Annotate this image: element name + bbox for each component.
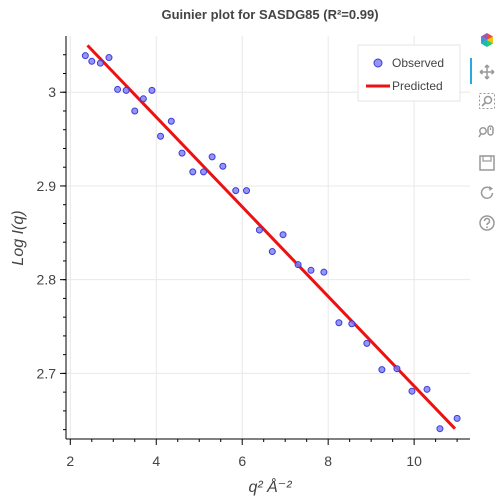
observed-point <box>208 153 216 161</box>
observed-point <box>378 366 386 374</box>
observed-point <box>393 365 401 373</box>
observed-point <box>279 231 287 239</box>
observed-point <box>96 59 104 67</box>
legend-box <box>357 44 461 102</box>
observed-point <box>105 54 113 62</box>
y-tick-label: 2.8 <box>37 272 57 288</box>
observed-point <box>122 86 130 94</box>
observed-point <box>320 268 328 276</box>
x-tick-label: 10 <box>406 453 422 469</box>
observed-point <box>243 187 251 195</box>
y-tick-label: 2.7 <box>37 365 57 381</box>
observed-point <box>189 168 197 176</box>
observed-point <box>200 168 208 176</box>
legend-observed-label: Observed <box>392 56 444 70</box>
x-tick-label: 6 <box>238 453 246 469</box>
predicted-line <box>86 44 457 430</box>
x-tick-label: 8 <box>324 453 332 469</box>
x-tick-label: 4 <box>152 453 160 469</box>
x-axis-label: q² Å⁻² <box>248 477 292 496</box>
observed-point <box>363 339 371 347</box>
legend-observed-marker <box>373 58 383 68</box>
observed-point <box>348 320 356 328</box>
box-zoom-tool-icon[interactable] <box>478 92 496 110</box>
legend: Observed Predicted <box>357 44 461 102</box>
observed-point <box>255 226 263 234</box>
observed-point <box>131 107 139 115</box>
y-tick-label: 3 <box>48 84 56 100</box>
observed-point <box>335 319 343 327</box>
axis-ticks: 2 4 6 8 10 2.7 2.8 2.9 3 <box>37 54 458 469</box>
observed-point <box>148 86 156 94</box>
pan-tool-icon[interactable] <box>478 63 496 81</box>
observed-point <box>81 52 89 60</box>
observed-point <box>294 261 302 269</box>
help-tool-icon[interactable] <box>478 214 496 232</box>
observed-point <box>453 414 461 422</box>
series-layer <box>81 44 461 433</box>
x-tick-label: 2 <box>66 453 74 469</box>
bokeh-logo-icon[interactable] <box>478 32 496 50</box>
reset-tool-icon[interactable] <box>478 184 496 202</box>
chart-title: Guinier plot for SASDG85 (R²=0.99) <box>161 7 378 22</box>
y-tick-label: 2.9 <box>37 178 57 194</box>
observed-point <box>408 387 416 395</box>
observed-point <box>157 132 165 140</box>
observed-point <box>114 85 122 93</box>
wheel-zoom-tool-icon[interactable] <box>478 122 496 140</box>
observed-point <box>232 187 240 195</box>
save-tool-icon[interactable] <box>478 154 496 172</box>
observed-point <box>423 385 431 393</box>
observed-point <box>307 266 315 274</box>
observed-point <box>139 95 147 103</box>
observed-point <box>88 57 96 65</box>
observed-point <box>268 248 276 256</box>
observed-point <box>219 162 227 170</box>
legend-predicted-label: Predicted <box>392 79 443 93</box>
observed-point <box>436 425 444 433</box>
y-axis-label: Log I(q) <box>10 210 27 265</box>
plot-grid <box>66 36 470 439</box>
active-tool-indicator <box>470 58 472 84</box>
observed-point <box>167 117 175 125</box>
observed-point <box>178 149 186 157</box>
